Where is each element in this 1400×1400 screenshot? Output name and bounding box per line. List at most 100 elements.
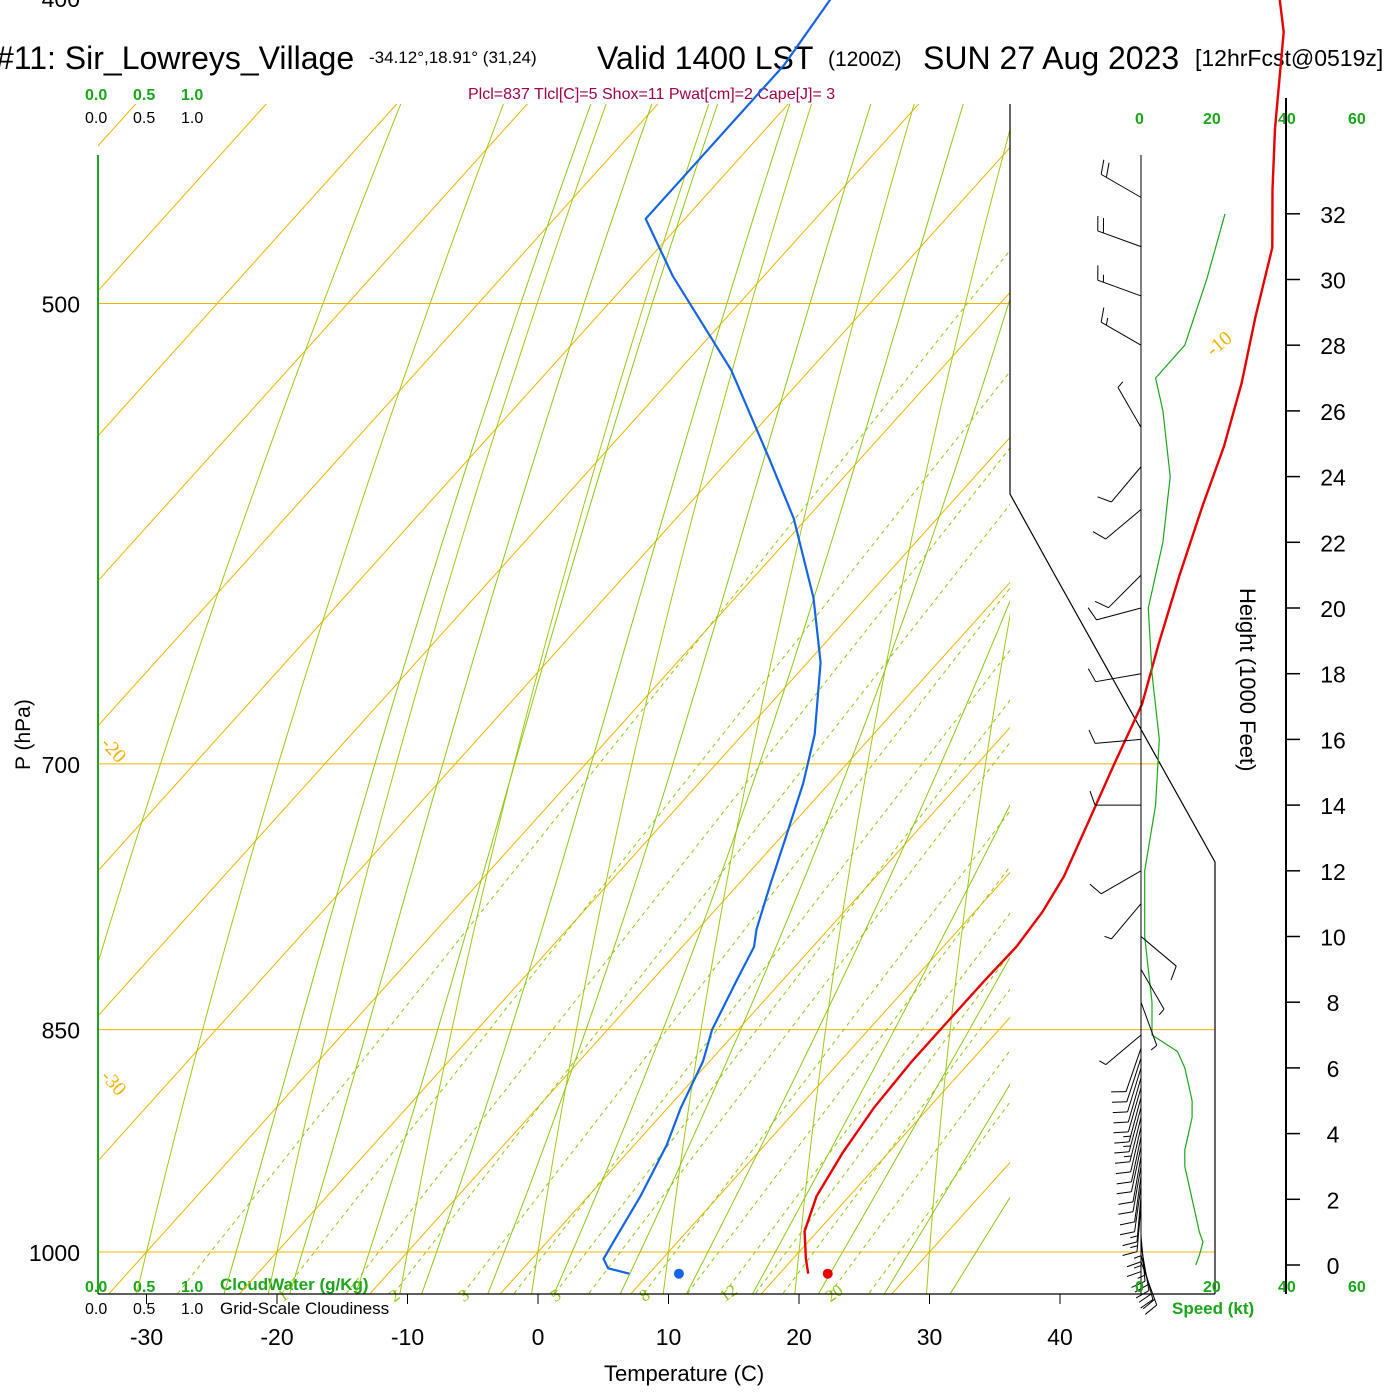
wind-barb-flag: [1112, 1111, 1128, 1114]
wind-barb: [1122, 1195, 1142, 1247]
cloudiness-tick-top-2: 1.0: [181, 110, 203, 127]
moist-adiabat: [355, 104, 719, 1294]
wind-barb-half-flag: [1104, 935, 1112, 940]
forecast-info: [12hrFcst@0519z]: [1195, 45, 1383, 71]
wind-barb: [1113, 1077, 1142, 1124]
height-tick-label: 20: [1320, 596, 1346, 622]
wind-barb-shaft: [1095, 738, 1142, 744]
temperature-axis: -30 -20 -10 0 10 20 30 40: [130, 1294, 1073, 1350]
wind-barb-half-flag: [1099, 1060, 1107, 1066]
isotherm-line: [108, 291, 1010, 1294]
wind-barb-flag: [1100, 159, 1105, 175]
surface-temperature-marker: [822, 1268, 833, 1279]
isotherm-line: [98, 104, 137, 147]
wind-barb-shaft: [1140, 936, 1177, 967]
station-coords: -34.12°,18.91° (31,24): [369, 48, 537, 67]
height-tick-label: 10: [1320, 925, 1346, 951]
wind-barb-shaft: [1097, 230, 1142, 248]
wind-barb: [1112, 1067, 1142, 1114]
wind-barb: [1113, 1087, 1142, 1134]
wind-barb: [1114, 1107, 1142, 1154]
moist-adiabat: [553, 104, 964, 1294]
wind-barb-shaft: [1132, 1166, 1142, 1212]
mixing-ratio-line: [754, 952, 1010, 1294]
height-tick-label: 22: [1320, 530, 1346, 556]
cloudiness-scale-top: 0.0 0.5 1.0: [85, 110, 203, 127]
cloud-tick-bottom-2: 1.0: [181, 1279, 203, 1296]
wind-barb-flag: [1126, 1271, 1142, 1278]
mixing-ratio-line: [513, 649, 1010, 1294]
cloud-tick-top-1: 0.5: [133, 87, 155, 104]
surface-dewpoint-marker: [673, 1268, 684, 1279]
wind-barb-flag: [1089, 883, 1102, 895]
wind-barb-flag: [1115, 1171, 1131, 1175]
moist-adiabat: [1000, 0, 1400, 1319]
moist-adiabat: [289, 104, 653, 1294]
dry-adiabat: [531, 104, 813, 1294]
wind-barb-flag: [1116, 1191, 1132, 1195]
wind-barb: [1087, 668, 1142, 683]
mixing-ratio-label: 8: [636, 1285, 654, 1305]
temperature-tick-label: -30: [130, 1324, 163, 1350]
wind-barb-half-flag: [1130, 1235, 1138, 1239]
wind-barb-flag: [1138, 1293, 1152, 1303]
mixing-ratio-label: 20: [822, 1280, 847, 1305]
isotherm-line: [0, 0, 679, 1319]
height-tick-label: 28: [1320, 333, 1346, 359]
dry-adiabat: [1190, 0, 1400, 1319]
wind-barbs: [1087, 159, 1177, 1315]
dry-adiabat: [136, 104, 504, 1294]
height-tick-label: 30: [1320, 268, 1346, 294]
wind-barb-flag: [1122, 1241, 1138, 1247]
isotherm-line: [369, 581, 1010, 1294]
isotherm-line: [98, 146, 1010, 1162]
dry-adiabat: [399, 104, 710, 1294]
wind-barb-shaft: [1130, 1126, 1142, 1172]
cloud-tick-bottom-0: 0.0: [85, 1279, 107, 1296]
wind-barb: [1126, 1215, 1142, 1268]
isotherm-line: [1000, 0, 1400, 1319]
cloudiness-scale-bottom: 0.0 0.5 1.0 Grid-Scale Cloudiness: [85, 1299, 389, 1318]
wind-tick-bottom-0: 0: [1135, 1279, 1144, 1296]
wind-barb: [1099, 1034, 1142, 1066]
mixing-ratio-line: [345, 447, 1010, 1294]
wind-barb-shaft: [1117, 387, 1142, 428]
pressure-tick-label: 700: [42, 752, 80, 778]
valid-time: Valid 1400 LST: [597, 40, 813, 76]
wind-barb-half-flag: [1105, 317, 1109, 326]
wind-barb: [1131, 1235, 1146, 1288]
height-tick-label: 26: [1320, 399, 1346, 425]
wind-barb-flag: [1114, 1141, 1130, 1144]
cloud-tick-bottom-1: 0.5: [133, 1279, 155, 1296]
temperature-line: [803, 0, 1285, 1274]
wind-barb-flag: [1142, 1298, 1155, 1310]
wind-barb-shaft: [1095, 673, 1142, 683]
wind-barb: [1119, 1186, 1142, 1236]
mixing-ratio-label: 5: [547, 1285, 565, 1305]
mixing-ratio-line: [553, 699, 1010, 1294]
wind-barb: [1097, 265, 1142, 297]
mixing-ratio-line: [867, 1101, 1010, 1294]
wind-barb-shaft: [1128, 1097, 1142, 1143]
wind-barb-shaft: [1111, 466, 1142, 503]
wind-barb-shaft: [1140, 1235, 1146, 1282]
dewpoint-line: [602, 0, 832, 1275]
wind-barb-shaft: [1129, 1117, 1142, 1162]
isotherm-line: [499, 726, 1010, 1294]
wind-barb-flag: [1087, 607, 1097, 621]
moist-adiabat: [685, 599, 1010, 1294]
wind-barb-flag: [1118, 1201, 1134, 1205]
mixing-ratio-line: [828, 1049, 1010, 1294]
moist-adiabat: [817, 956, 1010, 1294]
wind-barb: [1111, 1048, 1142, 1093]
wind-barb-shaft: [1130, 1146, 1142, 1192]
wind-barb: [1116, 1146, 1142, 1195]
wind-barb-shaft: [1108, 574, 1142, 609]
wind-speed-line: [1144, 213, 1226, 1266]
wind-panel: 0 20 40 60 0 20 40 60 Speed (kt): [1087, 111, 1366, 1318]
isotherm-line: [0, 0, 288, 1319]
wind-barb: [1094, 574, 1142, 609]
cloudwater-label: CloudWater (g/Kg): [220, 1275, 369, 1294]
wind-barb-flag: [1140, 1299, 1154, 1309]
wind-barb-flag: [1118, 1211, 1134, 1215]
